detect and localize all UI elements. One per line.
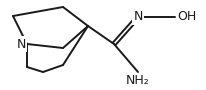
Text: N: N bbox=[133, 11, 143, 23]
Text: OH: OH bbox=[177, 11, 196, 23]
Text: N: N bbox=[17, 38, 26, 50]
Text: NH₂: NH₂ bbox=[126, 74, 150, 87]
